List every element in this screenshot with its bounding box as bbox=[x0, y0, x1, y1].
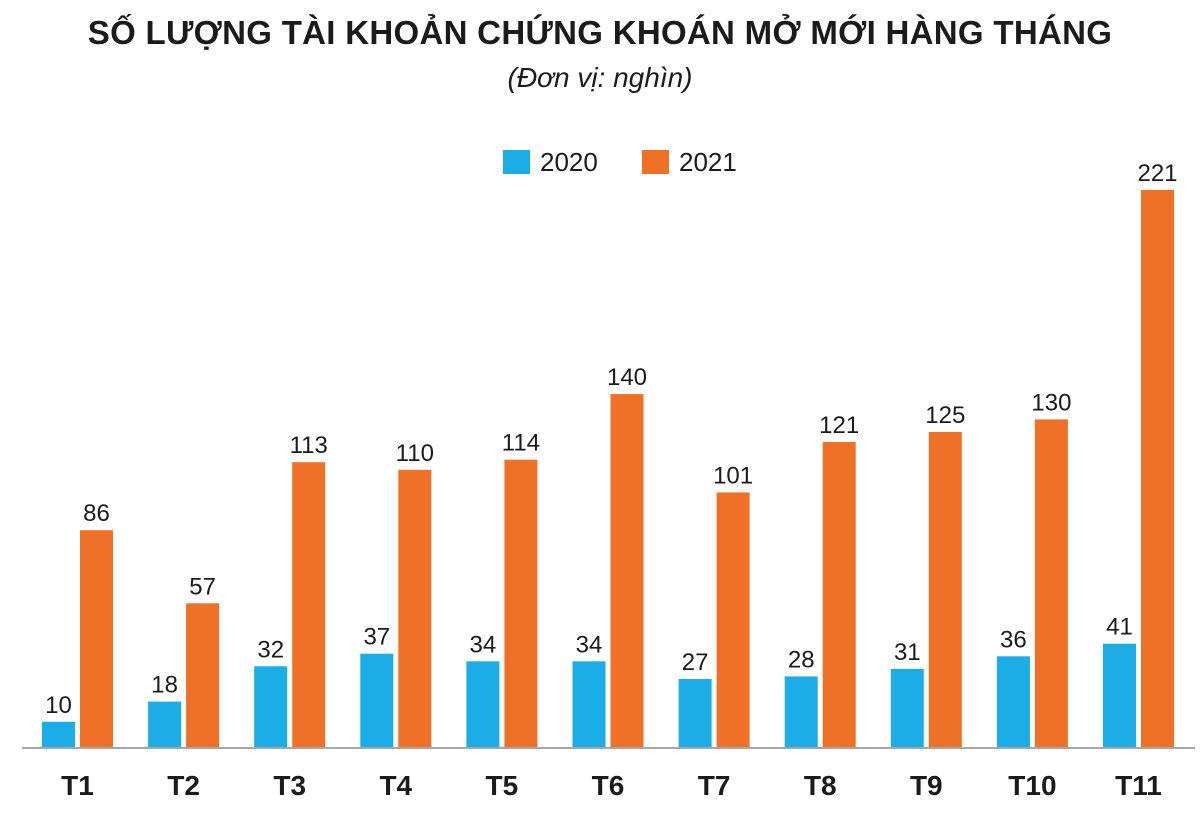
value-label-2020-t4: 37 bbox=[363, 624, 390, 651]
bar-2021-t6 bbox=[610, 394, 644, 747]
value-label-2020-t2: 18 bbox=[151, 672, 178, 699]
bar-2020-t11 bbox=[1103, 643, 1136, 747]
bar-2020-t8 bbox=[784, 676, 818, 747]
value-label-2020-t5: 34 bbox=[470, 631, 497, 658]
bar-2020-t3 bbox=[254, 666, 288, 747]
bar-2021-t10 bbox=[1034, 419, 1068, 747]
value-label-2021-t2: 57 bbox=[189, 573, 216, 600]
bar-2021-t3 bbox=[292, 462, 326, 747]
category-label-t7: T7 bbox=[698, 770, 731, 801]
bar-2020-t5 bbox=[466, 661, 500, 747]
value-label-2020-t6: 34 bbox=[576, 631, 603, 658]
value-label-2021-t1: 86 bbox=[83, 500, 110, 527]
bar-2020-t4 bbox=[360, 653, 394, 747]
value-label-2020-t9: 31 bbox=[894, 639, 921, 666]
bar-2021-t4 bbox=[398, 469, 432, 747]
category-label-t8: T8 bbox=[804, 770, 837, 801]
chart-subtitle: (Đơn vị: nghìn) bbox=[507, 62, 693, 93]
legend-item-2021: 2021 bbox=[642, 144, 737, 180]
category-label-t3: T3 bbox=[273, 770, 306, 801]
bar-2021-t9 bbox=[928, 432, 962, 747]
bar-2020-t7 bbox=[678, 679, 712, 747]
value-label-2021-t7: 101 bbox=[713, 462, 753, 489]
value-label-2021-t9: 125 bbox=[925, 402, 965, 429]
value-label-2021-t5: 114 bbox=[502, 430, 540, 457]
value-label-2021-t8: 121 bbox=[819, 412, 859, 439]
bar-2020-t9 bbox=[890, 668, 924, 747]
value-label-2021-t4: 110 bbox=[396, 440, 434, 467]
chart-title: SỐ LƯỢNG TÀI KHOẢN CHỨNG KHOÁN MỞ MỚI HÀ… bbox=[87, 14, 1113, 51]
value-label-2020-t10: 36 bbox=[1000, 626, 1027, 653]
bar-2021-t2 bbox=[186, 603, 220, 747]
category-label-t5: T5 bbox=[486, 770, 519, 801]
legend-label-2021: 2021 bbox=[679, 146, 737, 177]
chart-legend: 2020 2021 bbox=[0, 144, 1200, 180]
legend-item-2020: 2020 bbox=[503, 144, 598, 180]
value-label-2020-t7: 27 bbox=[682, 649, 709, 676]
value-label-2021-t3: 113 bbox=[290, 432, 328, 459]
category-label-t11: T11 bbox=[1115, 770, 1162, 801]
bar-2020-t1 bbox=[42, 721, 75, 747]
value-label-2021-t6: 140 bbox=[607, 364, 647, 391]
bar-2021-t8 bbox=[822, 442, 856, 747]
value-label-2020-t3: 32 bbox=[257, 636, 284, 663]
value-label-2020-t1: 10 bbox=[45, 692, 72, 719]
category-label-t9: T9 bbox=[910, 770, 943, 801]
value-label-2021-t10: 130 bbox=[1031, 389, 1071, 416]
value-label-2020-t11: 41 bbox=[1106, 614, 1133, 641]
bar-2020-t6 bbox=[572, 661, 606, 747]
legend-swatch-2021 bbox=[642, 150, 669, 174]
legend-swatch-2020 bbox=[503, 150, 530, 174]
bar-2021-t1 bbox=[80, 530, 113, 747]
legend-label-2020: 2020 bbox=[540, 146, 598, 177]
bar-2021-t11 bbox=[1141, 190, 1174, 747]
bar-2020-t2 bbox=[148, 701, 182, 747]
bar-2020-t10 bbox=[996, 656, 1030, 747]
category-label-t4: T4 bbox=[379, 770, 412, 801]
bar-2021-t5 bbox=[504, 459, 538, 747]
category-label-t2: T2 bbox=[167, 770, 200, 801]
category-label-t1: T1 bbox=[61, 770, 94, 801]
bar-2021-t7 bbox=[716, 492, 750, 747]
value-label-2020-t8: 28 bbox=[788, 646, 815, 673]
value-label-2021-t11: 221 bbox=[1137, 160, 1177, 187]
category-label-t6: T6 bbox=[592, 770, 625, 801]
category-label-t10: T10 bbox=[1008, 770, 1056, 801]
